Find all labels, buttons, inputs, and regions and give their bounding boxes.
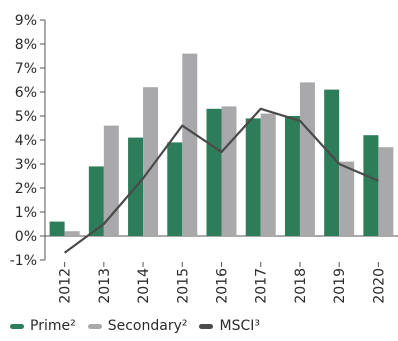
y-tick-label: 1% — [15, 205, 37, 221]
x-tick-label: 2016 — [215, 268, 231, 304]
y-tick-label: 5% — [15, 109, 37, 125]
bar-prime-2019 — [324, 89, 340, 236]
bar-prime-2018 — [284, 116, 300, 236]
y-tick-label: 4% — [15, 133, 37, 149]
y-tick-label: 2% — [15, 181, 37, 197]
bar-secondary-2013 — [103, 125, 119, 236]
bar-prime-2012 — [49, 221, 65, 236]
bar-prime-2015 — [167, 142, 183, 236]
x-tick-label: 2013 — [97, 268, 113, 304]
chart-svg: -1% 0% 1% 2% 3% 4% 5% 6% 7% 8% 9% 2012 2013 2014 2015 2… — [10, 13, 398, 304]
legend-item-msci: MSCI³ — [199, 318, 260, 334]
bar-prime-2017 — [245, 118, 261, 236]
legend-swatch-prime — [10, 323, 24, 329]
legend-label-secondary: Secondary² — [107, 318, 188, 334]
x-tick-label: 2012 — [58, 268, 74, 304]
bar-secondary-2020 — [378, 147, 394, 236]
bar-prime-2020 — [363, 135, 379, 236]
y-tick-label: 8% — [15, 37, 37, 53]
x-tick-label: 2018 — [293, 268, 309, 304]
x-tick-label: 2014 — [136, 268, 152, 304]
legend-label-msci: MSCI³ — [219, 318, 260, 334]
y-tick-label: 6% — [15, 85, 37, 101]
y-tick-label: -1% — [10, 253, 37, 269]
y-tick-label: 3% — [15, 157, 37, 173]
bar-secondary-2015 — [182, 53, 198, 236]
bar-secondary-2017 — [260, 113, 276, 236]
x-tick-label: 2017 — [254, 268, 270, 304]
legend: Prime² Secondary² MSCI³ — [10, 318, 260, 334]
legend-label-prime: Prime² — [30, 318, 76, 334]
bar-prime-2016 — [206, 108, 222, 236]
bar-secondary-2018 — [299, 82, 315, 237]
bar-secondary-2016 — [221, 106, 237, 237]
bar-secondary-2019 — [339, 161, 355, 236]
bar-secondary-2014 — [143, 87, 159, 236]
y-tick-label: 0% — [15, 229, 37, 245]
x-tick-label: 2020 — [371, 268, 387, 304]
x-tick-label: 2015 — [175, 268, 191, 304]
legend-item-prime: Prime² — [10, 318, 76, 334]
x-tick-label: 2019 — [332, 268, 348, 304]
legend-swatch-secondary — [87, 323, 102, 329]
bar-prime-2013 — [88, 166, 104, 236]
legend-item-secondary: Secondary² — [87, 318, 188, 334]
y-tick-label: 7% — [15, 61, 37, 77]
bar-secondary-2012 — [64, 231, 80, 236]
legend-swatch-msci — [199, 323, 214, 329]
y-tick-label: 9% — [15, 13, 37, 29]
